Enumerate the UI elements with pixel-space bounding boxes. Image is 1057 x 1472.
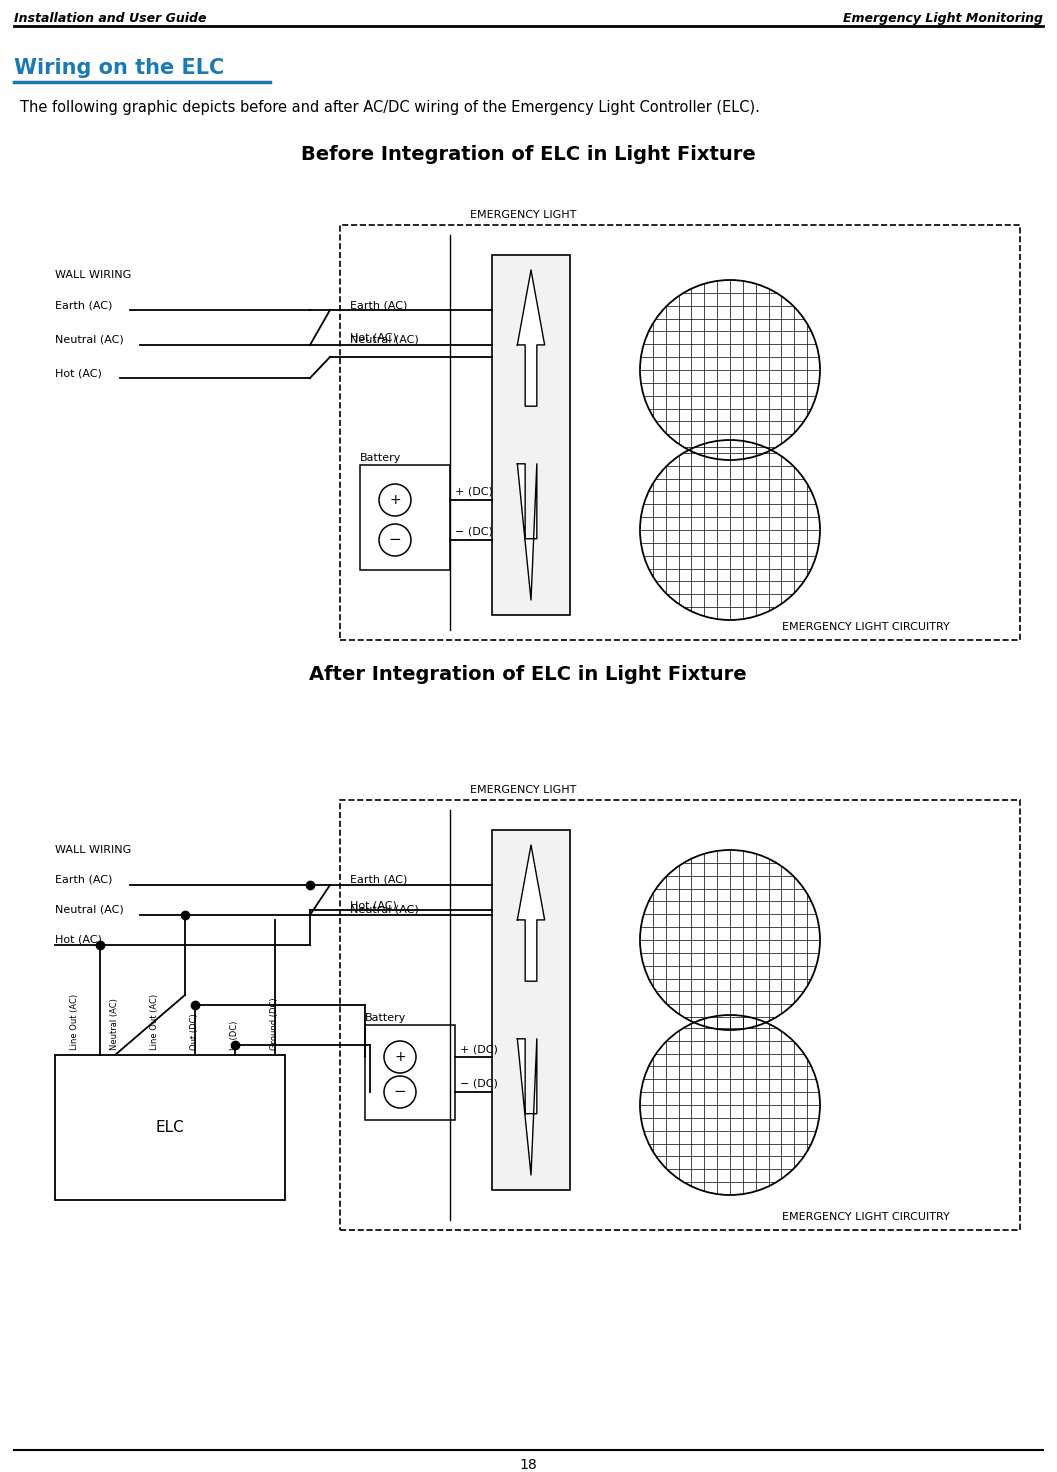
Text: EMERGENCY LIGHT: EMERGENCY LIGHT [470, 785, 576, 795]
Text: Neutral (AC): Neutral (AC) [350, 905, 419, 916]
Text: Emergency Light Monitoring: Emergency Light Monitoring [843, 12, 1043, 25]
Text: − (DC): − (DC) [460, 1079, 498, 1089]
Text: Hot (AC): Hot (AC) [350, 333, 396, 343]
Polygon shape [517, 845, 544, 982]
Text: Hot (AC): Hot (AC) [350, 899, 396, 910]
Text: Earth (AC): Earth (AC) [350, 300, 407, 311]
Text: EMERGENCY LIGHT CIRCUITRY: EMERGENCY LIGHT CIRCUITRY [781, 1211, 949, 1222]
Polygon shape [517, 269, 544, 406]
Text: Installation and User Guide: Installation and User Guide [14, 12, 206, 25]
Circle shape [384, 1076, 416, 1108]
Text: WALL WIRING: WALL WIRING [55, 845, 131, 855]
Text: In (DC): In (DC) [230, 1020, 240, 1050]
Polygon shape [517, 464, 537, 601]
Bar [340, 225, 1020, 640]
Text: − (DC): − (DC) [455, 527, 493, 537]
Text: WALL WIRING: WALL WIRING [55, 269, 131, 280]
Text: Neutral (AC): Neutral (AC) [55, 905, 124, 916]
Text: Before Integration of ELC in Light Fixture: Before Integration of ELC in Light Fixtu… [300, 146, 756, 163]
Text: Hot (AC): Hot (AC) [55, 368, 101, 378]
Text: Wiring on the ELC: Wiring on the ELC [14, 57, 224, 78]
Bar [492, 830, 570, 1189]
Text: Neutral (AC): Neutral (AC) [111, 998, 119, 1050]
Text: Hot (AC): Hot (AC) [55, 935, 101, 945]
Text: + (DC): + (DC) [460, 1044, 498, 1054]
Text: Line Out (AC): Line Out (AC) [71, 994, 79, 1050]
Text: +: + [394, 1050, 406, 1064]
Text: ELC: ELC [155, 1120, 184, 1135]
Text: Earth (AC): Earth (AC) [55, 874, 112, 885]
Text: Out (DC): Out (DC) [190, 1013, 200, 1050]
Text: Earth (AC): Earth (AC) [55, 300, 112, 311]
Bar [360, 465, 450, 570]
Bar [340, 799, 1020, 1231]
Text: Battery: Battery [360, 453, 402, 464]
Text: −: − [389, 533, 402, 548]
Text: Battery: Battery [365, 1013, 406, 1023]
Circle shape [379, 524, 411, 556]
Text: + (DC): + (DC) [455, 487, 493, 498]
Text: −: − [393, 1085, 406, 1100]
Text: The following graphic depicts before and after AC/DC wiring of the Emergency Lig: The following graphic depicts before and… [20, 100, 760, 115]
Circle shape [384, 1041, 416, 1073]
Text: Neutral (AC): Neutral (AC) [55, 336, 124, 344]
Text: Earth (AC): Earth (AC) [350, 874, 407, 885]
Text: +: + [389, 493, 401, 506]
Circle shape [379, 484, 411, 517]
Text: 18: 18 [519, 1457, 537, 1472]
Text: Ground (DC): Ground (DC) [271, 998, 279, 1050]
Text: EMERGENCY LIGHT CIRCUITRY: EMERGENCY LIGHT CIRCUITRY [781, 623, 949, 631]
Bar [55, 1055, 285, 1200]
Text: After Integration of ELC in Light Fixture: After Integration of ELC in Light Fixtur… [310, 665, 747, 684]
Text: EMERGENCY LIGHT: EMERGENCY LIGHT [470, 210, 576, 219]
Text: Neutral (AC): Neutral (AC) [350, 336, 419, 344]
Text: Line Out (AC): Line Out (AC) [150, 994, 160, 1050]
Polygon shape [517, 1039, 537, 1175]
Bar [365, 1025, 455, 1120]
Bar [492, 255, 570, 615]
